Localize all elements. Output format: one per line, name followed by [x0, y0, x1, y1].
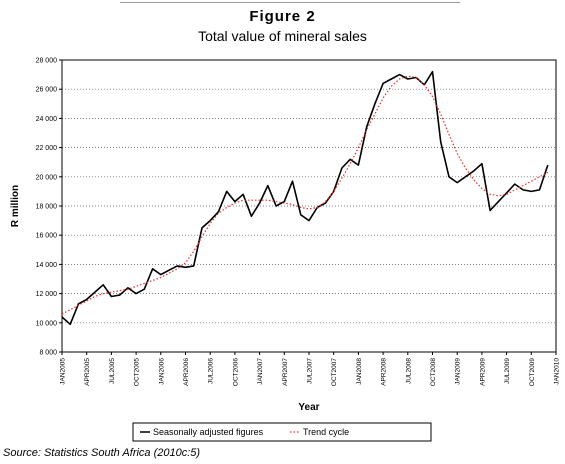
y-tick-label: 8 000 [39, 350, 57, 357]
series-line-trend-cycle [61, 75, 549, 315]
y-tick-label: 28 000 [36, 58, 58, 65]
x-tick-label: OCT2005 [134, 358, 141, 387]
x-axis-title: Year [298, 402, 319, 413]
y-axis-ticks: 8 000 10 000 12 000 14 000 16 000 18 000 20 00… [36, 58, 62, 357]
x-tick-label: APR2006 [183, 358, 190, 386]
y-tick-label: 10 000 [36, 320, 58, 327]
x-tick-label: JAN2008 [356, 358, 363, 385]
x-tick-label: JAN2007 [257, 358, 264, 385]
x-tick-label: JUL2005 [109, 358, 116, 384]
x-axis-ticks: JAN2005 APR2005 JUL2005 OCT2005 JAN2006 APR20… [60, 352, 561, 386]
y-tick-label: 26 000 [36, 87, 58, 94]
top-rule [120, 2, 460, 3]
y-tick-label: 12 000 [36, 291, 58, 298]
legend-label-seasonally-adjusted: Seasonally adjusted figures [153, 427, 264, 437]
x-tick-label: JAN2006 [158, 358, 165, 385]
x-tick-label: APR2009 [479, 358, 486, 386]
x-tick-label: JUL2007 [307, 358, 314, 384]
y-tick-label: 24 000 [36, 116, 58, 123]
x-tick-label: OCT2008 [430, 358, 437, 387]
x-tick-label: JAN2009 [455, 358, 462, 385]
figure-label: Figure 2 [249, 8, 316, 25]
x-tick-label: APR2008 [381, 358, 388, 386]
legend-box [132, 422, 432, 442]
y-tick-label: 18 000 [36, 204, 58, 211]
series [61, 70, 549, 326]
gridlines [62, 88, 556, 324]
x-tick-label: JAN2010 [554, 358, 561, 385]
x-tick-label: JUL2006 [208, 358, 215, 384]
x-tick-label: APR2007 [282, 358, 289, 386]
x-tick-label: OCT2009 [529, 358, 536, 387]
y-tick-label: 14 000 [36, 262, 58, 269]
legend: Seasonally adjusted figures Trend cycle [132, 422, 432, 442]
y-tick-label: 16 000 [36, 233, 58, 240]
chart-title: Total value of mineral sales [198, 28, 367, 44]
x-tick-label: OCT2007 [331, 358, 338, 387]
x-tick-label: APR2005 [84, 358, 91, 386]
y-axis-title: R million [10, 185, 21, 227]
series-line-seasonally-adjusted [61, 70, 549, 326]
x-tick-label: OCT2006 [232, 358, 239, 387]
source-note: Source: Statistics South Africa (2010c:5… [3, 447, 201, 459]
y-tick-label: 22 000 [36, 145, 58, 152]
x-tick-label: JUL2008 [405, 358, 412, 384]
legend-label-trend-cycle: Trend cycle [303, 427, 349, 437]
x-tick-label: JAN2005 [60, 358, 67, 385]
y-tick-label: 20 000 [36, 174, 58, 181]
x-tick-label: JUL2009 [504, 358, 511, 384]
